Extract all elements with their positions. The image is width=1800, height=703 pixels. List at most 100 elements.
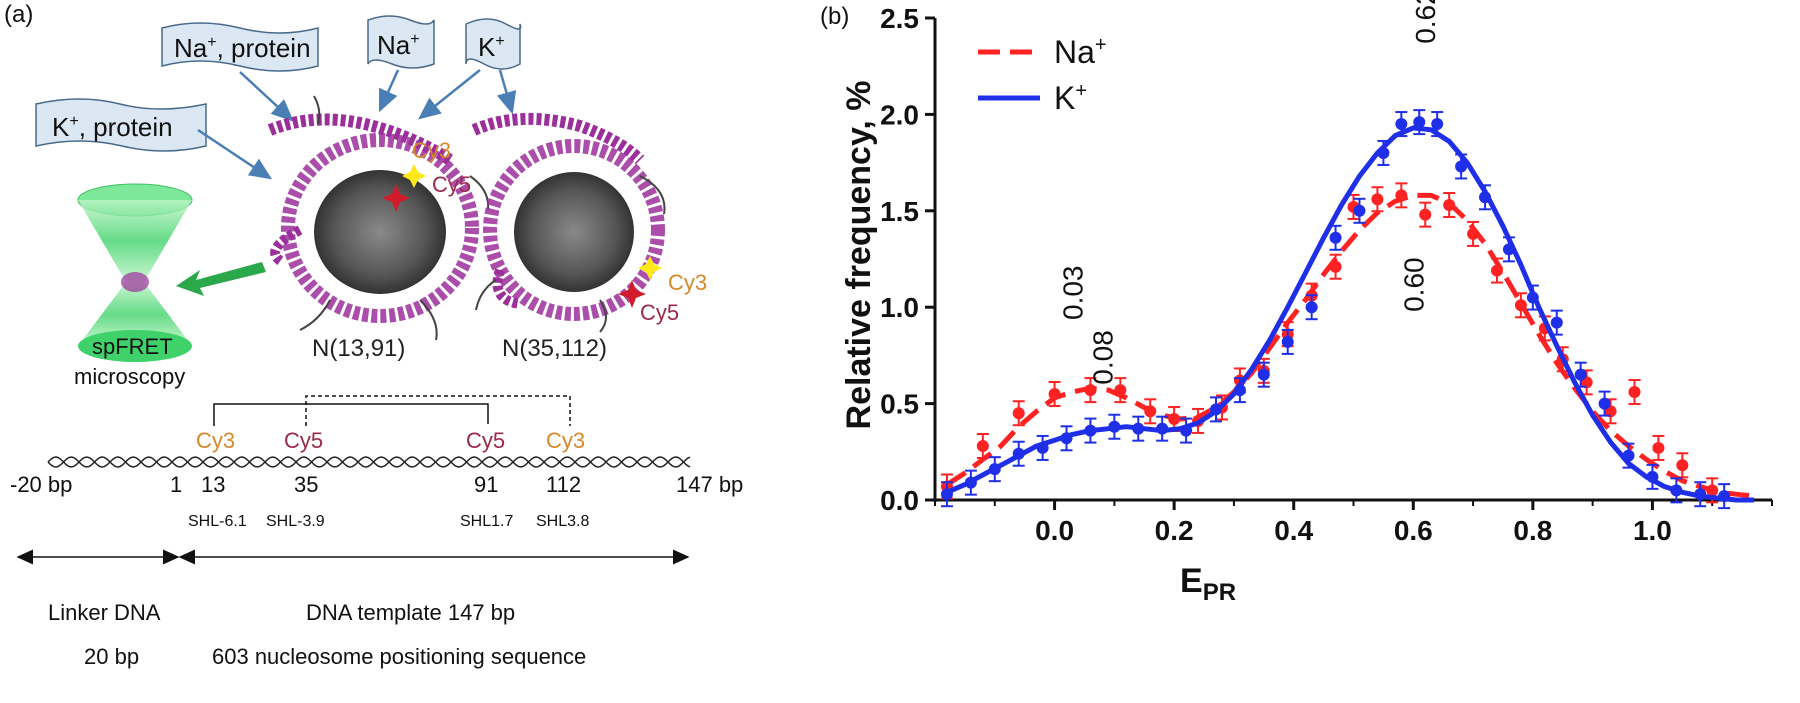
- series-line-na: [945, 192, 1755, 499]
- chart-legend: Na+ K+: [978, 34, 1107, 116]
- legend-label-main: K: [1054, 80, 1075, 116]
- microscope-line1: spFRET: [92, 334, 173, 359]
- x-tick-label: 0.4: [1274, 515, 1313, 546]
- svg-text:K+, protein: K+, protein: [52, 112, 173, 142]
- dye-pair-brackets: [213, 395, 571, 426]
- linker-label-line2: 20 bp: [84, 644, 139, 669]
- data-point-k: [1329, 231, 1342, 244]
- data-point-k: [1108, 420, 1121, 433]
- data-point-na: [1419, 208, 1432, 221]
- linker-label-line1: Linker DNA: [48, 600, 161, 625]
- data-point-k: [1694, 488, 1707, 501]
- chart-plot-area: 0.03 0.60 0.08 0.62: [940, 0, 1755, 510]
- y-axis-title: Relative frequency, %: [840, 81, 878, 430]
- spfret-microscope-beam: [77, 183, 193, 362]
- data-point-k: [1132, 422, 1145, 435]
- data-point-k: [1233, 384, 1246, 397]
- microscope-line2: microscopy: [74, 364, 185, 389]
- peak-label: 0.03: [1058, 266, 1089, 321]
- schematic-dye-1: Cy3: [196, 428, 235, 453]
- data-point-na: [1012, 407, 1025, 420]
- data-point-na: [1114, 384, 1127, 397]
- position-1: 1: [170, 472, 182, 497]
- schematic-dye-3: Cy5: [466, 428, 505, 453]
- cy5-label-1: Cy5: [432, 172, 471, 197]
- data-point-k: [1377, 146, 1390, 159]
- position-13: 13: [201, 472, 225, 497]
- callout-k-sup: +: [495, 33, 504, 50]
- data-point-k: [1455, 160, 1468, 173]
- data-point-k: [1156, 422, 1169, 435]
- template-label-line2: 603 nucleosome positioning sequence: [212, 644, 586, 669]
- shl-label-4: SHL3.8: [536, 513, 589, 530]
- data-point-na: [1144, 405, 1157, 418]
- position-minus20: -20 bp: [10, 472, 72, 497]
- x-tick-label: 0.2: [1155, 515, 1194, 546]
- data-point-k: [1598, 397, 1611, 410]
- x-axis-title-main: E: [1180, 562, 1203, 600]
- callout-na-main: Na: [377, 30, 411, 60]
- data-point-na: [1676, 459, 1689, 472]
- x-axis-title-sub: PR: [1203, 579, 1236, 606]
- callout-na-sup: +: [410, 31, 419, 48]
- data-point-k: [1646, 470, 1659, 483]
- callout-na-protein-main: Na: [174, 33, 208, 63]
- data-point-k: [1479, 191, 1492, 204]
- data-point-k: [1622, 449, 1635, 462]
- data-point-na: [1084, 384, 1097, 397]
- legend-label-sup: +: [1075, 80, 1087, 102]
- x-tick-label: 0.8: [1513, 515, 1552, 546]
- series-line-k: [946, 125, 1755, 503]
- data-point-k: [1281, 335, 1294, 348]
- panel-b: (b) Relative frequency, % EPR 0.0 0.5 1.0 1…: [820, 0, 1773, 606]
- data-point-k: [1180, 424, 1193, 437]
- position-91: 91: [474, 472, 498, 497]
- excitation-arrow-icon: [176, 262, 266, 296]
- data-point-na: [1168, 413, 1181, 426]
- data-point-na: [1514, 299, 1527, 312]
- cy5-marker-1: [382, 184, 410, 212]
- data-point-k: [1305, 301, 1318, 314]
- legend-label: K+: [1054, 80, 1087, 116]
- y-tick-label: 0.5: [880, 389, 919, 420]
- dna-helix-schematic: [47, 456, 691, 468]
- data-point-k: [1353, 204, 1366, 217]
- chart-axes: 0.0 0.5 1.0 1.5 2.0 2.5 0.0 0.2 0.4 0.6 0.8 1.0: [880, 3, 1773, 546]
- data-point-na: [1371, 193, 1384, 206]
- shl-label-2: SHL-3.9: [266, 513, 325, 530]
- cy3-marker-2: [638, 256, 662, 280]
- nucleosome-35-112-structure: [471, 112, 666, 333]
- nucleosome-35-112-label: N(35,112): [502, 335, 607, 362]
- data-point-k: [1670, 484, 1683, 497]
- legend-label: Na+: [1054, 34, 1107, 70]
- cy5-marker-2: [618, 280, 646, 308]
- panel-a: (a) Na+, protein Na+ K+ K+, protein: [4, 1, 743, 669]
- callout-k-protein-rest: , protein: [79, 112, 173, 142]
- svg-text:Na+: Na+: [377, 30, 420, 60]
- data-point-na: [1467, 227, 1480, 240]
- data-point-na: [1652, 441, 1665, 454]
- position-147: 147 bp: [676, 472, 743, 497]
- y-tick-label: 1.5: [880, 196, 919, 227]
- data-point-k: [1502, 243, 1515, 256]
- callout-k: K+: [465, 18, 522, 70]
- callout-arrows: [197, 69, 517, 180]
- nucleosome-13-91-structure: [267, 95, 490, 341]
- data-point-k: [1012, 447, 1025, 460]
- data-point-k: [1550, 316, 1563, 329]
- data-point-na: [976, 440, 989, 453]
- x-tick-label: 0.0: [1035, 515, 1074, 546]
- position-35: 35: [294, 472, 318, 497]
- cy3-marker-1: [402, 164, 426, 188]
- shl-label-1: SHL-6.1: [188, 513, 247, 530]
- x-tick-label: 0.6: [1394, 515, 1433, 546]
- schematic-dye-2: Cy5: [284, 428, 323, 453]
- data-point-na: [1706, 484, 1719, 497]
- peak-label: 0.62: [1410, 0, 1441, 44]
- shl-label-3: SHL1.7: [460, 513, 513, 530]
- svg-text:K+: K+: [478, 32, 505, 62]
- callout-na: Na+: [367, 15, 435, 69]
- peak-label: 0.08: [1087, 330, 1118, 385]
- y-tick-label: 1.0: [880, 292, 919, 323]
- data-point-k: [1413, 116, 1426, 129]
